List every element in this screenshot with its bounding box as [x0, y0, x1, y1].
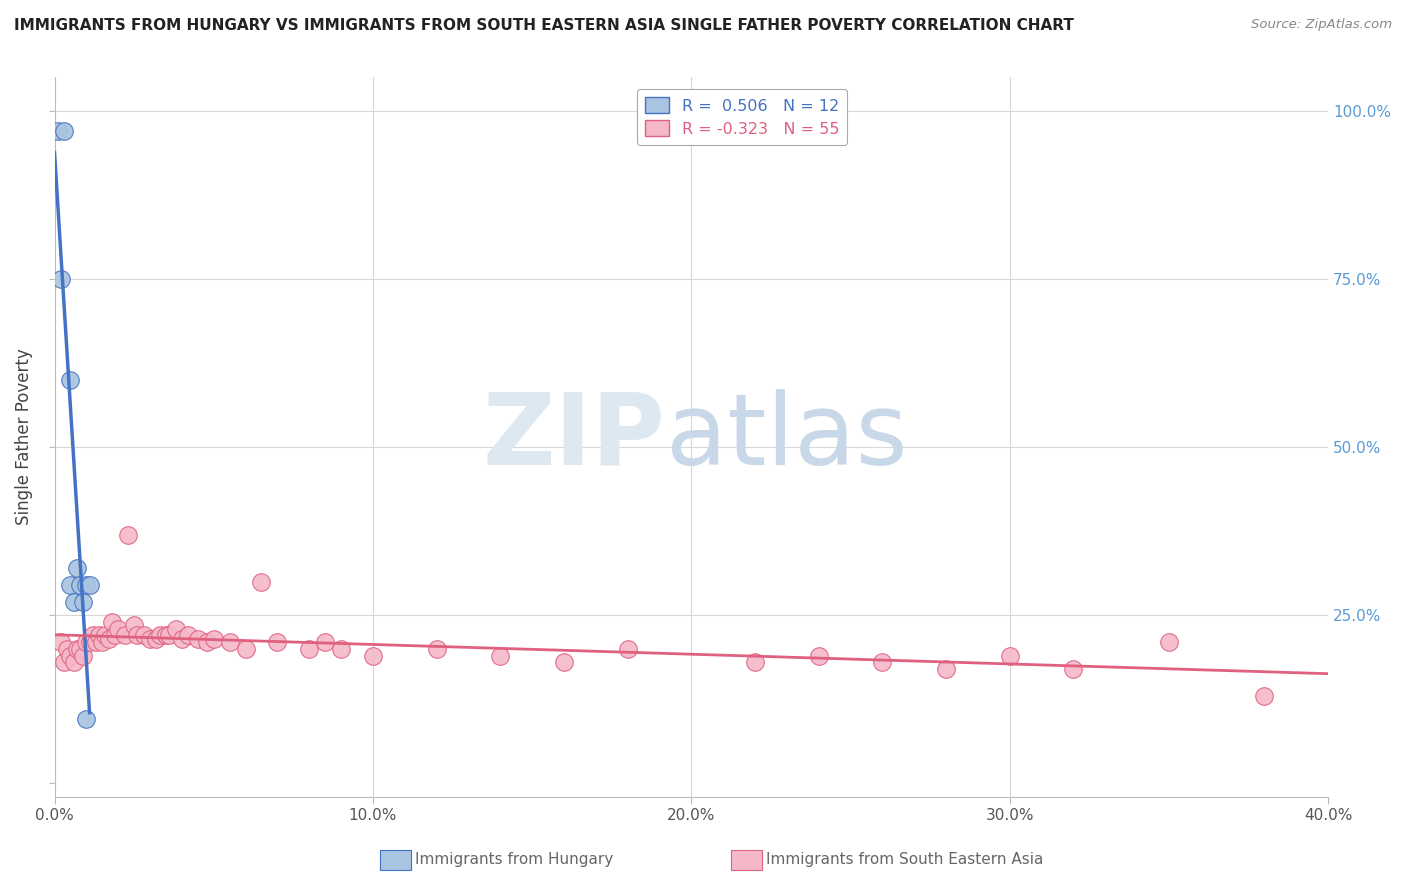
Point — [218, 635, 240, 649]
Point — [117, 527, 139, 541]
Point — [149, 628, 172, 642]
Point — [122, 618, 145, 632]
Point — [1253, 689, 1275, 703]
Point — [872, 655, 894, 669]
Text: IMMIGRANTS FROM HUNGARY VS IMMIGRANTS FROM SOUTH EASTERN ASIA SINGLE FATHER POVE: IMMIGRANTS FROM HUNGARY VS IMMIGRANTS FR… — [14, 18, 1074, 33]
Point — [84, 635, 107, 649]
Point — [426, 641, 449, 656]
Point — [53, 655, 76, 669]
Point — [616, 641, 638, 656]
Point — [155, 628, 177, 642]
Point — [91, 635, 114, 649]
Point — [165, 622, 187, 636]
Point — [170, 632, 193, 646]
Point — [79, 635, 101, 649]
Text: Source: ZipAtlas.com: Source: ZipAtlas.com — [1251, 18, 1392, 31]
Point — [72, 595, 94, 609]
Point — [75, 578, 97, 592]
Point — [69, 641, 91, 656]
Point — [104, 628, 127, 642]
Point — [132, 628, 155, 642]
Point — [62, 655, 84, 669]
Point — [298, 641, 321, 656]
Point — [1062, 662, 1084, 676]
Point — [235, 641, 257, 656]
Point — [59, 373, 82, 387]
Point — [49, 635, 72, 649]
Point — [87, 628, 110, 642]
Point — [75, 712, 97, 726]
Point — [114, 628, 136, 642]
Point — [314, 635, 336, 649]
Point — [195, 635, 218, 649]
Point — [69, 578, 91, 592]
Point — [79, 578, 101, 592]
Text: Immigrants from South Eastern Asia: Immigrants from South Eastern Asia — [766, 853, 1043, 867]
Point — [553, 655, 575, 669]
Point — [53, 124, 76, 138]
Point — [56, 641, 79, 656]
Point — [94, 628, 117, 642]
Point — [107, 622, 129, 636]
Text: atlas: atlas — [666, 389, 907, 485]
Point — [744, 655, 766, 669]
Y-axis label: Single Father Poverty: Single Father Poverty — [15, 349, 32, 525]
Point — [82, 628, 104, 642]
Point — [807, 648, 830, 663]
Legend: R =  0.506   N = 12, R = -0.323   N = 55: R = 0.506 N = 12, R = -0.323 N = 55 — [637, 89, 848, 145]
Point — [330, 641, 353, 656]
Point — [49, 272, 72, 286]
Point — [361, 648, 384, 663]
Point — [177, 628, 200, 642]
Point — [489, 648, 512, 663]
Point — [62, 595, 84, 609]
Point — [157, 628, 180, 642]
Point — [101, 615, 124, 629]
Point — [46, 124, 69, 138]
Point — [72, 648, 94, 663]
Point — [59, 578, 82, 592]
Point — [139, 632, 162, 646]
Point — [66, 561, 89, 575]
Point — [998, 648, 1021, 663]
Point — [75, 635, 97, 649]
Point — [250, 574, 273, 589]
Point — [145, 632, 167, 646]
Point — [266, 635, 288, 649]
Point — [59, 648, 82, 663]
Point — [127, 628, 149, 642]
Text: Immigrants from Hungary: Immigrants from Hungary — [415, 853, 613, 867]
Point — [66, 641, 89, 656]
Point — [97, 632, 120, 646]
Point — [187, 632, 209, 646]
Point — [935, 662, 957, 676]
Point — [202, 632, 225, 646]
Text: ZIP: ZIP — [484, 389, 666, 485]
Point — [1157, 635, 1180, 649]
